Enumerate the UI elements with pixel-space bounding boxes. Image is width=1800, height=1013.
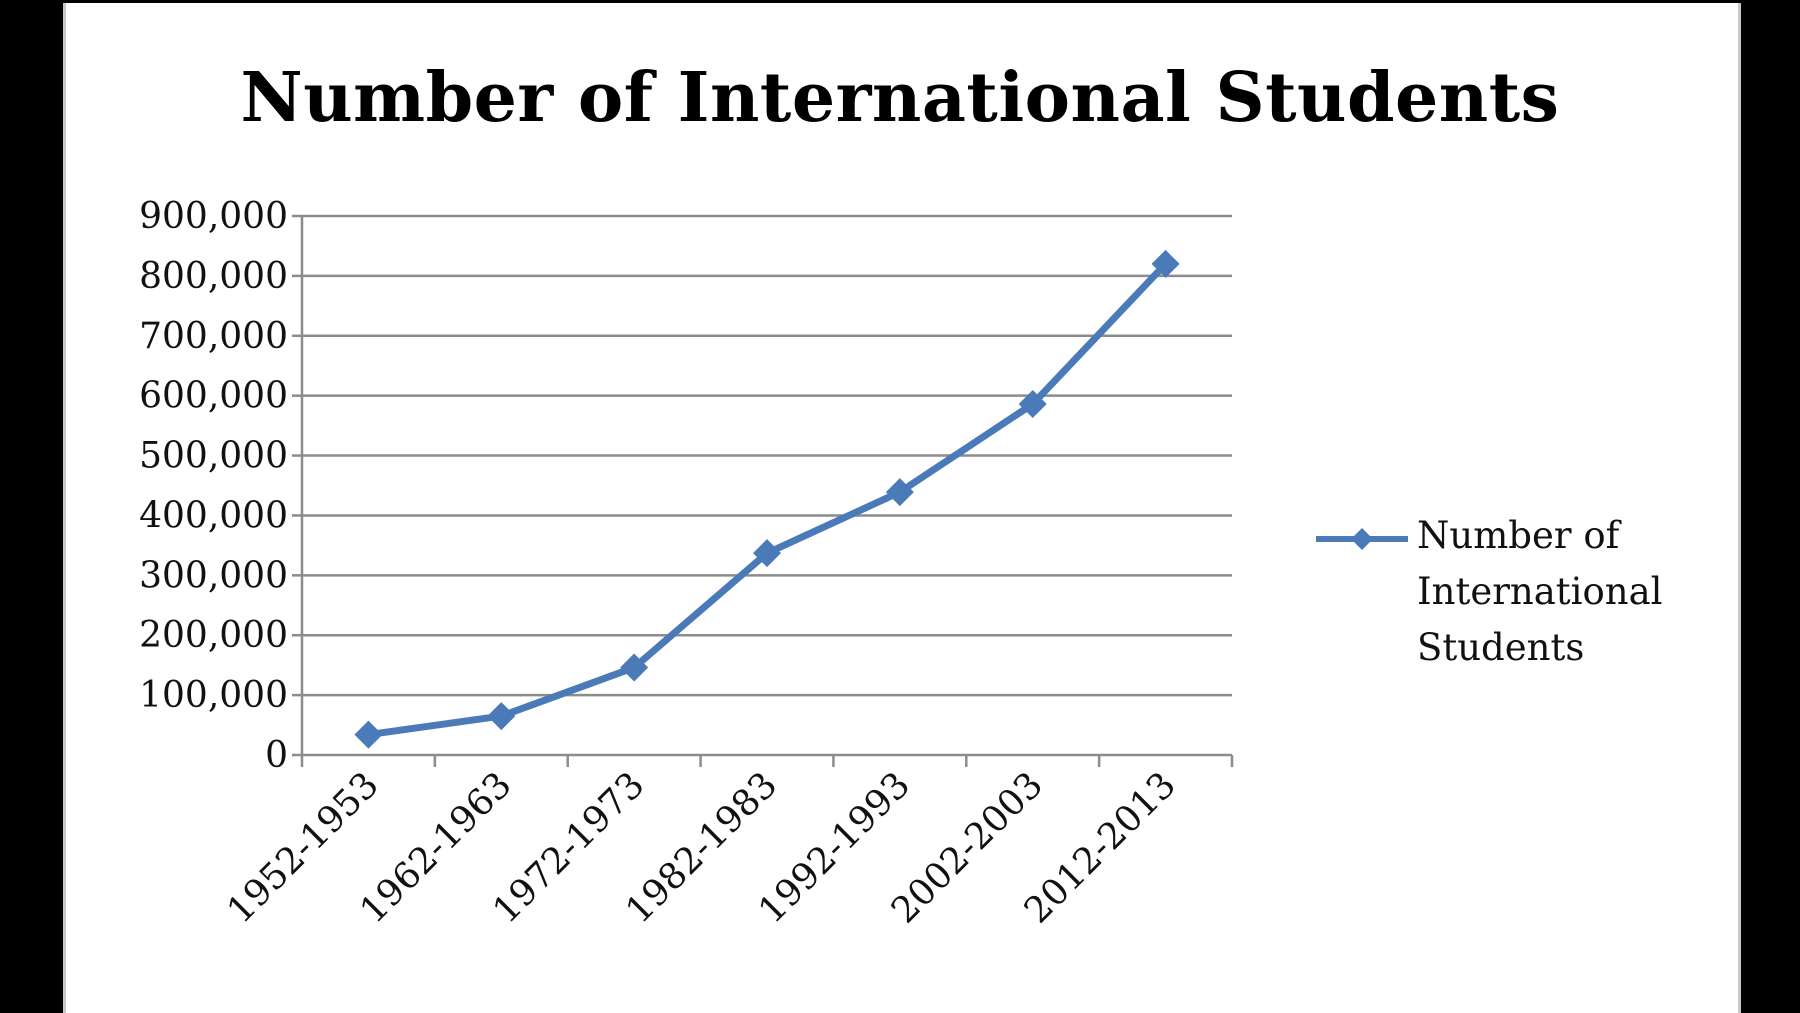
data-point-marker [1151, 249, 1180, 278]
y-axis-tick-labels: 0 100,000 200,000 300,000 400,000 500,000 600,… [139, 196, 288, 776]
legend-swatch-icon [1316, 528, 1408, 550]
y-tick-label: 700,000 [139, 316, 288, 357]
legend: Number of International Students [1314, 508, 1714, 678]
x-axis-tick-labels: 1952-19531962-19631972-19731982-19831992… [220, 764, 1184, 931]
axes [292, 214, 1234, 767]
data-point-marker [753, 539, 781, 568]
y-tick-label: 100,000 [139, 675, 288, 716]
y-tick-label: 800,000 [139, 256, 288, 297]
y-tick-label: 500,000 [139, 436, 288, 477]
data-point-marker [620, 653, 649, 682]
y-tick-label: 200,000 [139, 615, 288, 656]
chart-title: Number of International Students [240, 58, 1560, 138]
y-tick-label: 900,000 [139, 196, 288, 237]
data-point-marker [885, 478, 914, 507]
y-tick-label: 600,000 [139, 376, 288, 417]
data-point-marker [1018, 390, 1047, 419]
y-tick-label: 0 [265, 735, 288, 776]
gridlines [302, 214, 1232, 697]
series-group [354, 249, 1180, 749]
data-point-marker [487, 702, 516, 731]
data-point-marker [354, 720, 383, 749]
legend-label: Number of International Students [1417, 514, 1663, 669]
y-tick-label: 300,000 [139, 555, 288, 596]
y-tick-label: 400,000 [139, 495, 288, 536]
chart-frame [63, 3, 1741, 1013]
series-line [364, 260, 1170, 739]
